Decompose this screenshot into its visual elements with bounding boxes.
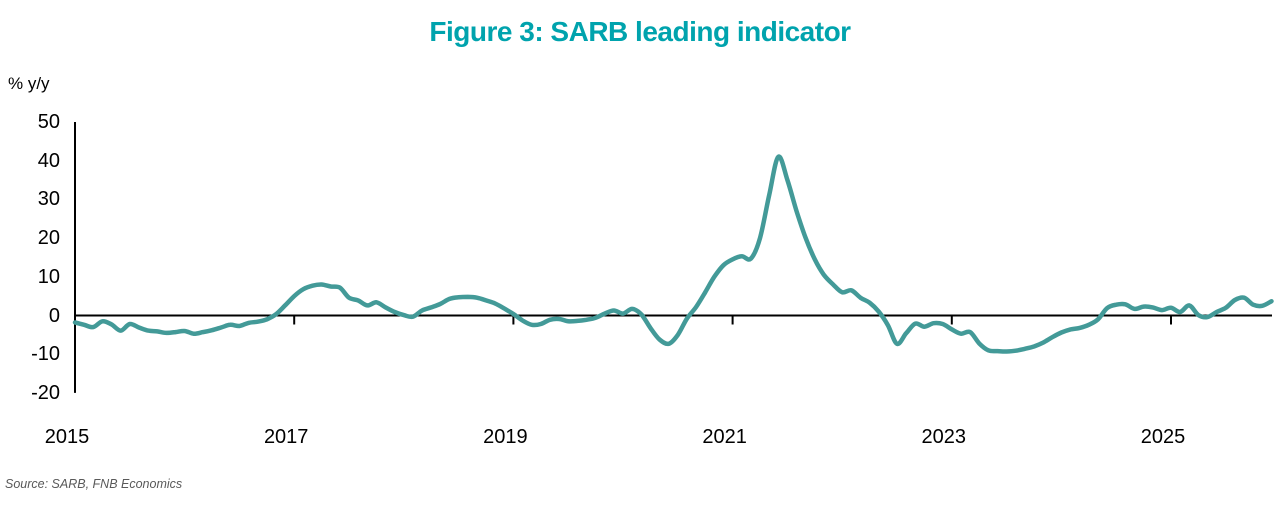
y-tick-label: 10 [37,265,60,288]
y-tick-label: -10 [31,343,60,366]
x-tick-label: 2023 [921,426,967,448]
y-tick-label: 50 [37,110,60,133]
x-tick-label: 2025 [1140,426,1186,448]
y-tick-label: 0 [48,304,60,327]
source-note: Source: SARB, FNB Economics [5,477,183,491]
y-tick-label: 30 [37,188,60,211]
x-tick-label: 2015 [44,426,90,448]
x-tick-label: 2019 [483,426,528,448]
indicator-line [72,154,1274,354]
chart-title: Figure 3: SARB leading indicator [429,16,851,47]
y-tick-label: -20 [31,381,60,404]
y-axis-unit-label: % y/y [8,74,50,93]
y-tick-label: 20 [37,227,60,250]
x-tick-label: 2017 [263,426,309,448]
y-tick-label: 40 [37,149,60,172]
x-tick-label: 2021 [702,426,747,448]
